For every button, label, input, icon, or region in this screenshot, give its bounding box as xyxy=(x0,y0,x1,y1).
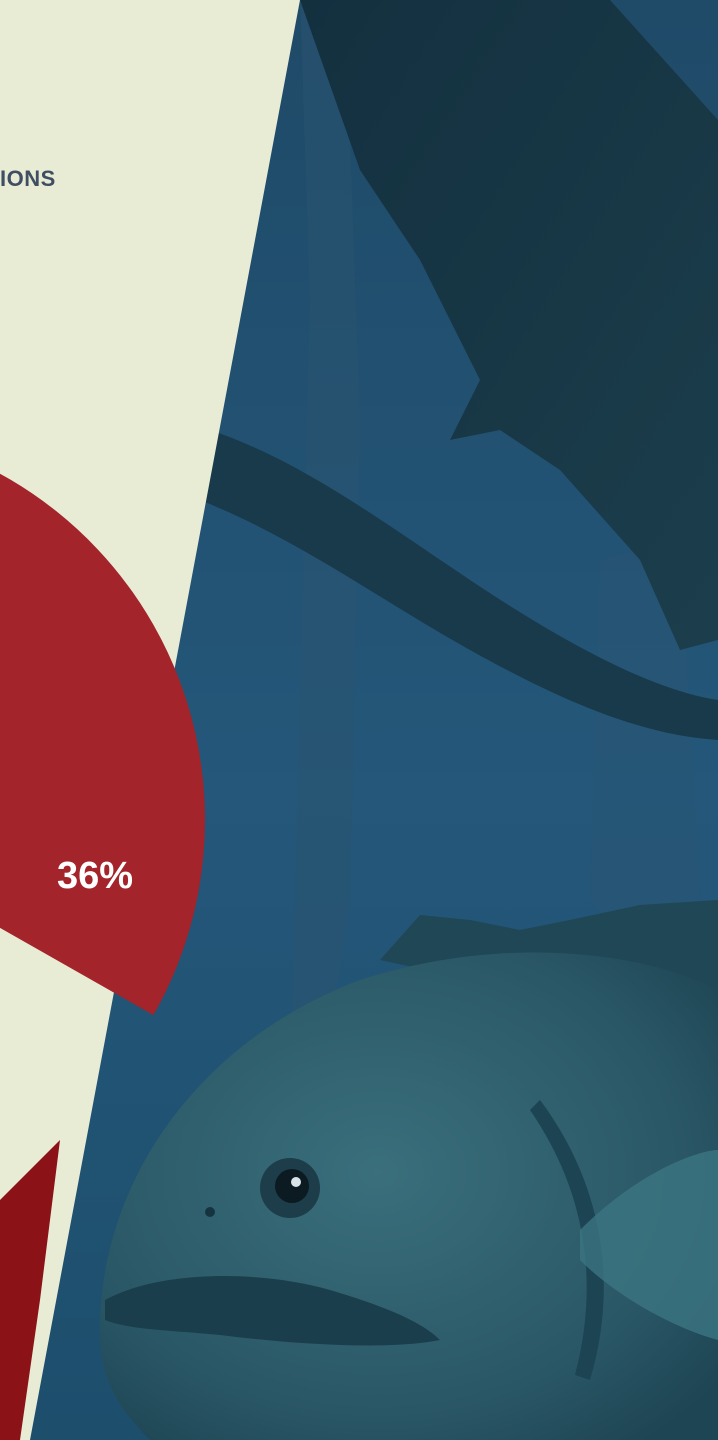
fish-illustration xyxy=(100,900,718,1440)
pie-shadow-slice xyxy=(0,1140,60,1440)
fish-eye-highlight xyxy=(291,1177,301,1187)
sunken-log xyxy=(300,0,718,650)
pie-slice-label: 36% xyxy=(57,855,133,897)
sunken-branch xyxy=(200,430,718,740)
pie-chart: 36% xyxy=(0,473,205,1016)
pie-slice xyxy=(0,473,205,1016)
fish-pectoral-fin xyxy=(580,1150,718,1340)
distant-trunk-2 xyxy=(590,540,700,960)
fish-nostril xyxy=(205,1207,215,1217)
section-title: IONS xyxy=(0,166,56,191)
fish-mouth xyxy=(105,1276,440,1346)
fish-eye xyxy=(275,1169,309,1203)
